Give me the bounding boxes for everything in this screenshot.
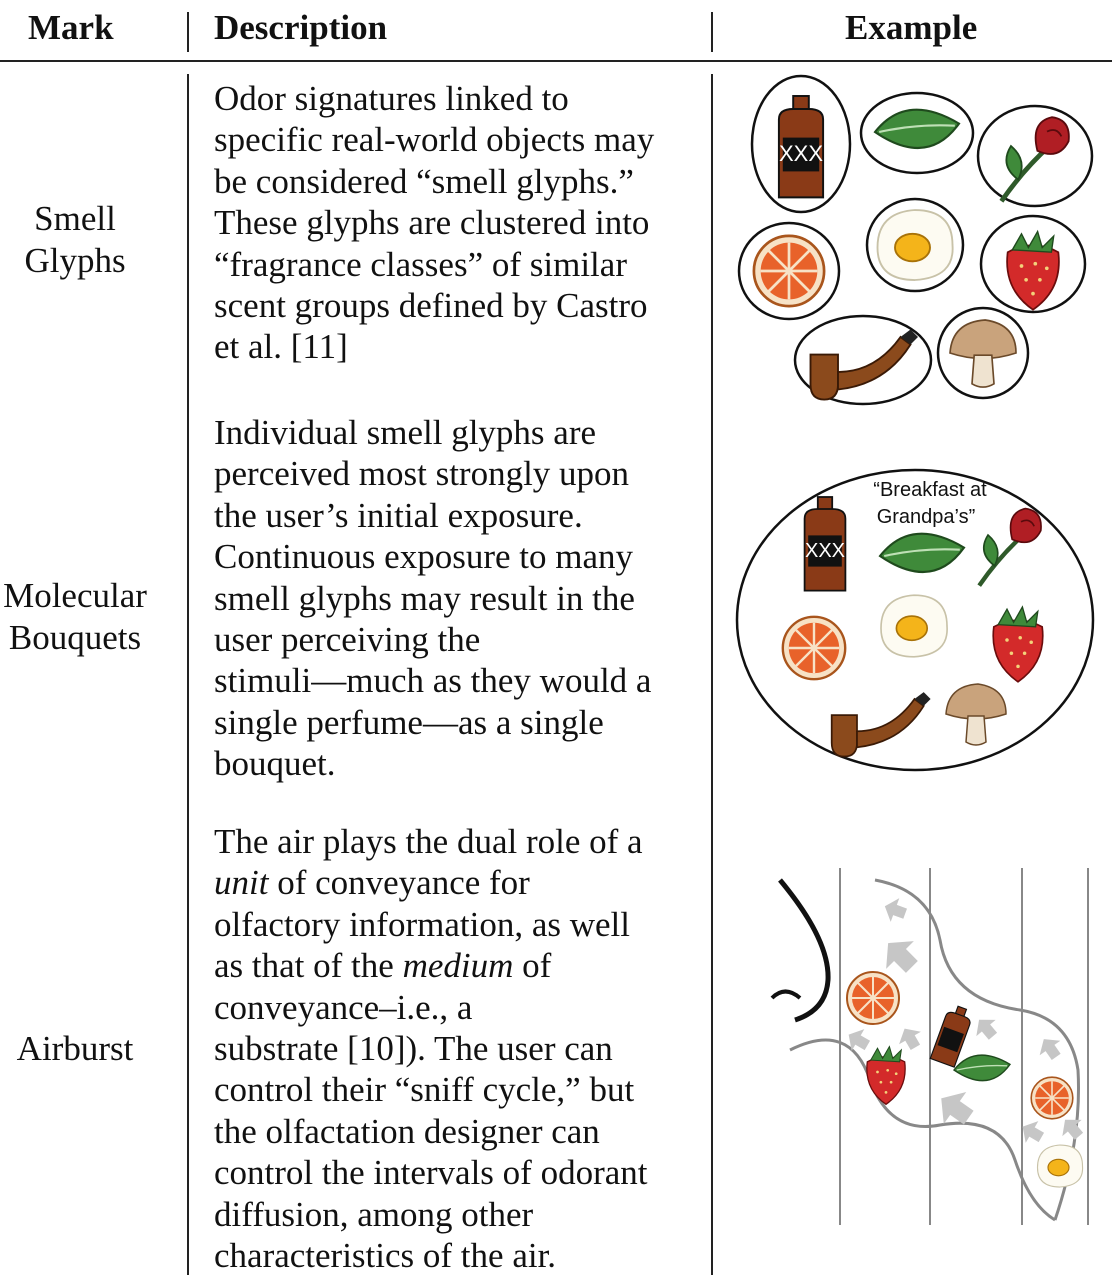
header-divider-1 [187, 12, 189, 52]
description-airburst: The air plays the dual role of a unit of… [214, 822, 648, 1275]
nostril-icon [770, 989, 802, 1000]
mark-molecular-bouquets: Molecular Bouquets [3, 576, 147, 657]
nose-icon [778, 878, 831, 1023]
italic-medium: medium [402, 946, 514, 986]
egg-icon [1036, 1144, 1084, 1188]
strawberry-icon [866, 1045, 906, 1105]
example-smell-glyphs: XXX [730, 70, 1100, 415]
smell-glyph-mushroom [936, 306, 1030, 400]
smell-glyph-bottle: XXX [750, 74, 852, 214]
smell-glyph-egg [865, 197, 965, 293]
orange-icon [781, 615, 847, 681]
italic-unit: unit [214, 863, 269, 903]
egg-icon [880, 594, 948, 658]
header-divider-2 [711, 12, 713, 52]
bottle-label: XXX [779, 141, 823, 166]
orange-icon [846, 971, 900, 1025]
description-smell-glyphs: Odor signatures linked to specific real-… [214, 79, 655, 367]
example-airburst [760, 860, 1100, 1230]
smell-glyph-leaf [859, 91, 975, 175]
column-divider-1 [187, 74, 189, 1275]
mark-airburst: Airburst [16, 1029, 134, 1068]
air-current-lower [789, 1038, 1056, 1222]
bouquet-caption-line-2: Grandpa’s” [877, 506, 976, 528]
smell-glyph-rose [976, 104, 1094, 208]
header-mark: Mark [28, 8, 114, 47]
description-molecular-bouquets: Individual smell glyphs are perceived mo… [214, 413, 652, 784]
orange-icon [1030, 1076, 1074, 1120]
bottle-icon [929, 1002, 975, 1068]
smell-glyph-orange [737, 221, 841, 321]
column-divider-2 [711, 74, 713, 1275]
header-example: Example [845, 8, 978, 47]
bottle-icon: XXX [803, 496, 847, 592]
bottle-label: XXX [805, 540, 845, 562]
mark-smell-glyphs: Smell Glyphs [24, 199, 126, 280]
example-molecular-bouquets: “Breakfast at Grandpa’s” XXX [730, 460, 1100, 780]
header-rule [0, 60, 1112, 62]
leaf-icon [953, 1054, 1011, 1082]
egg-icon [876, 209, 954, 281]
header-description: Description [214, 8, 388, 47]
smell-glyph-pipe [793, 314, 933, 406]
smell-glyph-strawberry [979, 214, 1087, 314]
bouquet-caption-line-1: “Breakfast at [873, 479, 987, 501]
orange-icon [752, 234, 826, 308]
